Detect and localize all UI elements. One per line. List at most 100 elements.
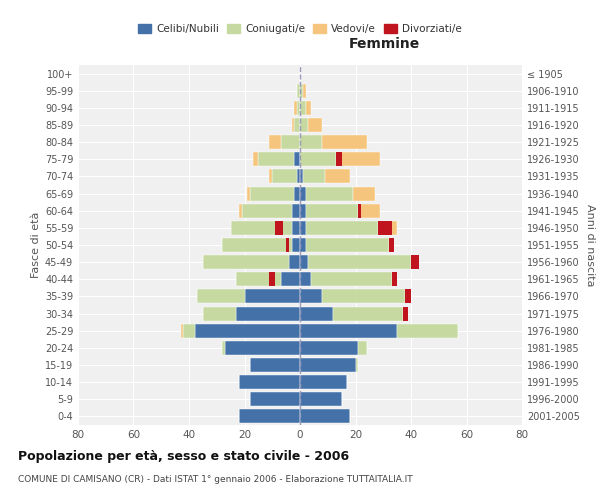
Bar bbox=[300, 84, 303, 98]
Bar bbox=[297, 170, 300, 183]
Bar bbox=[272, 170, 297, 183]
Bar bbox=[305, 186, 353, 200]
Bar bbox=[250, 392, 300, 406]
Bar bbox=[389, 238, 394, 252]
Bar bbox=[281, 272, 300, 286]
Bar bbox=[236, 306, 300, 320]
Bar bbox=[281, 135, 300, 149]
Bar bbox=[305, 221, 378, 235]
Bar bbox=[303, 170, 325, 183]
Bar bbox=[269, 170, 272, 183]
Bar bbox=[308, 118, 322, 132]
Bar bbox=[230, 221, 292, 235]
Bar bbox=[269, 135, 281, 149]
Bar bbox=[300, 186, 305, 200]
Bar bbox=[303, 84, 305, 98]
Bar bbox=[203, 306, 236, 320]
Bar bbox=[225, 341, 300, 355]
Bar bbox=[295, 101, 297, 115]
Bar bbox=[300, 306, 334, 320]
Bar bbox=[242, 204, 292, 218]
Bar bbox=[300, 341, 358, 355]
Bar bbox=[305, 238, 389, 252]
Y-axis label: Fasce di età: Fasce di età bbox=[31, 212, 41, 278]
Bar bbox=[181, 324, 184, 338]
Bar bbox=[300, 152, 336, 166]
Bar bbox=[300, 392, 341, 406]
Bar bbox=[250, 186, 295, 200]
Text: COMUNE DI CAMISANO (CR) - Dati ISTAT 1° gennaio 2006 - Elaborazione TUTTAITALIA.: COMUNE DI CAMISANO (CR) - Dati ISTAT 1° … bbox=[18, 475, 413, 484]
Bar bbox=[300, 255, 308, 269]
Bar bbox=[239, 375, 300, 389]
Bar bbox=[378, 221, 392, 235]
Bar bbox=[300, 101, 305, 115]
Bar bbox=[358, 341, 367, 355]
Bar bbox=[300, 170, 303, 183]
Bar bbox=[203, 255, 289, 269]
Bar bbox=[300, 118, 308, 132]
Bar bbox=[353, 186, 375, 200]
Bar bbox=[300, 135, 322, 149]
Bar bbox=[336, 152, 380, 166]
Y-axis label: Anni di nascita: Anni di nascita bbox=[585, 204, 595, 286]
Bar bbox=[300, 272, 311, 286]
Bar bbox=[403, 306, 408, 320]
Bar bbox=[411, 255, 416, 269]
Bar bbox=[292, 118, 295, 132]
Bar bbox=[336, 152, 341, 166]
Bar bbox=[300, 290, 322, 304]
Text: Femmine: Femmine bbox=[349, 36, 420, 51]
Bar bbox=[286, 238, 289, 252]
Bar bbox=[292, 221, 300, 235]
Bar bbox=[184, 324, 194, 338]
Bar bbox=[245, 290, 300, 304]
Bar bbox=[300, 238, 305, 252]
Bar bbox=[322, 135, 367, 149]
Bar bbox=[289, 255, 300, 269]
Bar bbox=[236, 272, 281, 286]
Bar bbox=[253, 152, 259, 166]
Bar bbox=[295, 118, 300, 132]
Bar bbox=[305, 101, 311, 115]
Bar bbox=[378, 221, 397, 235]
Bar bbox=[300, 358, 355, 372]
Bar bbox=[292, 204, 300, 218]
Text: Popolazione per età, sesso e stato civile - 2006: Popolazione per età, sesso e stato civil… bbox=[18, 450, 349, 463]
Bar bbox=[295, 186, 300, 200]
Bar bbox=[397, 324, 458, 338]
Bar bbox=[358, 204, 380, 218]
Bar bbox=[308, 255, 411, 269]
Bar bbox=[305, 204, 358, 218]
Bar bbox=[239, 204, 242, 218]
Bar bbox=[239, 410, 300, 424]
Bar bbox=[297, 101, 300, 115]
Bar bbox=[275, 221, 283, 235]
Bar bbox=[355, 358, 358, 372]
Bar bbox=[300, 324, 397, 338]
Bar bbox=[300, 375, 347, 389]
Bar bbox=[194, 324, 300, 338]
Bar bbox=[247, 186, 250, 200]
Bar bbox=[311, 272, 392, 286]
Bar bbox=[411, 255, 419, 269]
Bar bbox=[392, 272, 397, 286]
Bar bbox=[259, 152, 295, 166]
Bar bbox=[334, 306, 403, 320]
Bar bbox=[300, 204, 305, 218]
Bar bbox=[325, 170, 350, 183]
Bar bbox=[300, 410, 350, 424]
Legend: Celibi/Nubili, Coniugati/e, Vedovi/e, Divorziati/e: Celibi/Nubili, Coniugati/e, Vedovi/e, Di… bbox=[134, 20, 466, 38]
Bar bbox=[300, 221, 305, 235]
Bar bbox=[297, 84, 300, 98]
Bar bbox=[269, 272, 275, 286]
Bar bbox=[250, 358, 300, 372]
Bar bbox=[223, 238, 292, 252]
Bar bbox=[197, 290, 245, 304]
Bar bbox=[406, 290, 411, 304]
Bar bbox=[222, 341, 225, 355]
Bar bbox=[295, 152, 300, 166]
Bar bbox=[292, 238, 300, 252]
Bar bbox=[389, 238, 394, 252]
Bar bbox=[322, 290, 406, 304]
Bar bbox=[358, 204, 361, 218]
